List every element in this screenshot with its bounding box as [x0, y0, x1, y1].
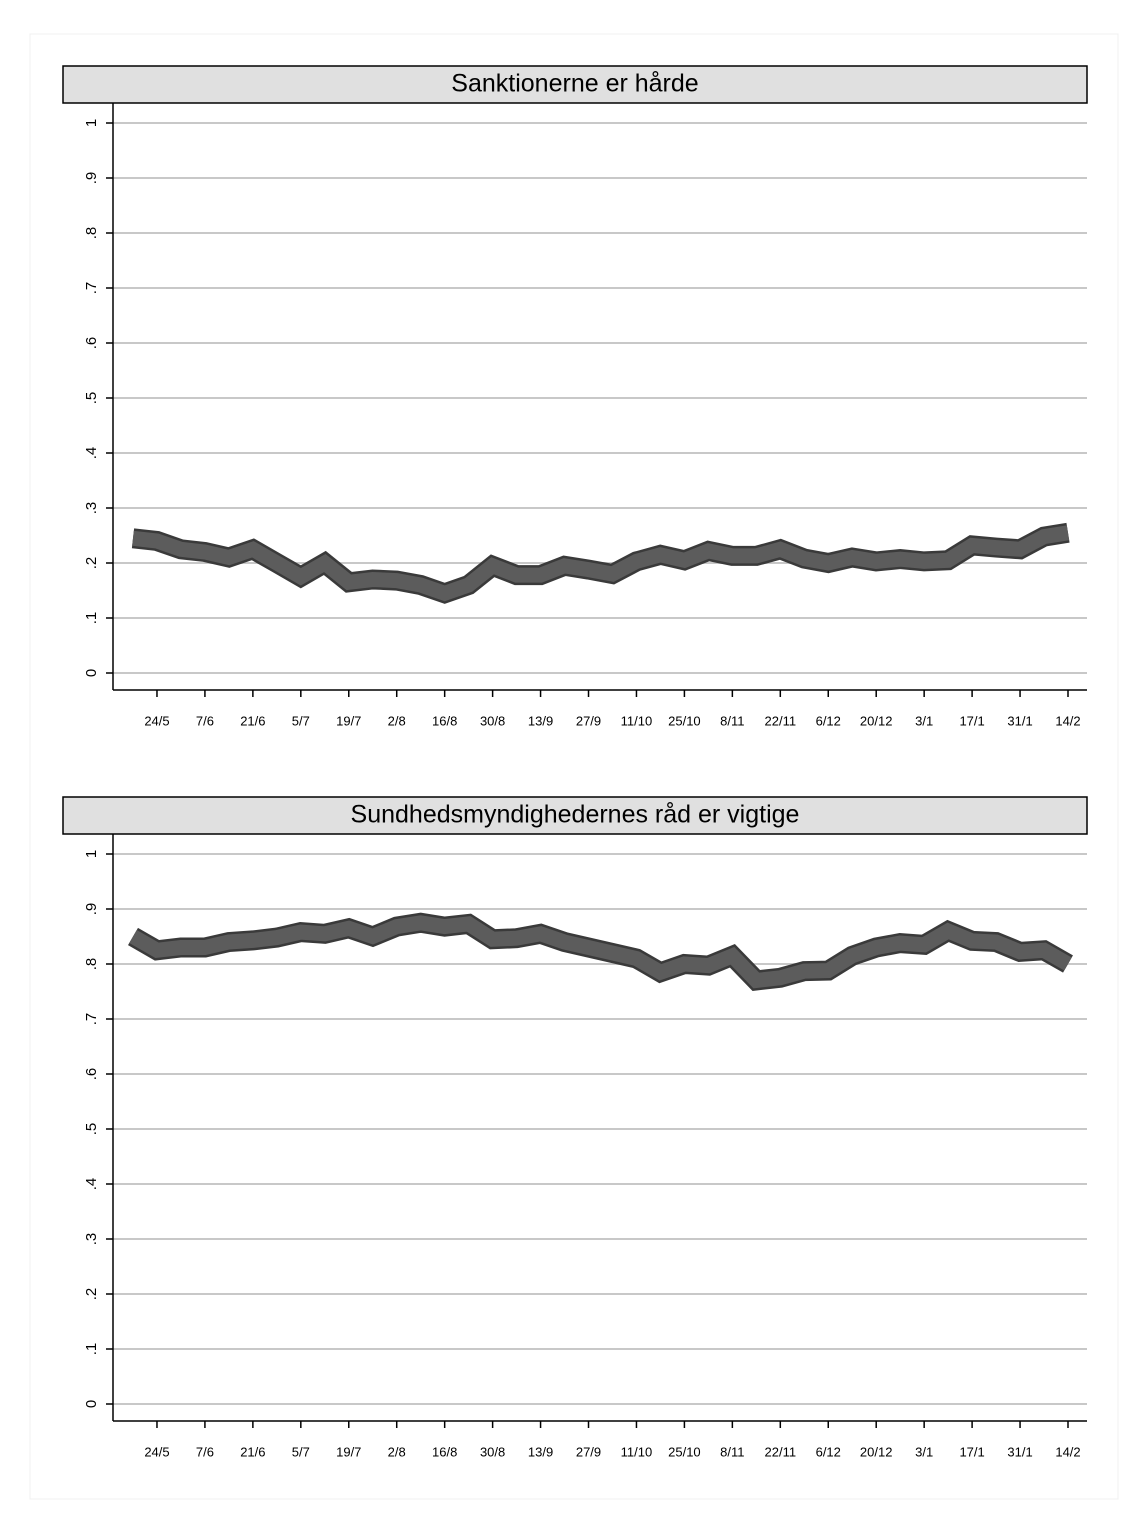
x-tick-label: 14/2 [1055, 713, 1080, 728]
x-tick-label: 31/1 [1007, 713, 1032, 728]
x-tick-label: 2/8 [388, 1444, 406, 1459]
title-box [62, 796, 1088, 835]
y-tick-label: .9 [83, 172, 100, 185]
y-tick-label: 1 [83, 119, 100, 127]
x-tick-label: 7/6 [196, 713, 214, 728]
y-tick-label: .5 [83, 392, 100, 405]
x-tick-label: 22/11 [765, 713, 797, 728]
x-tick-label: 5/7 [292, 713, 310, 728]
y-tick-label: .8 [83, 227, 100, 240]
x-tick-label: 2/8 [388, 713, 406, 728]
x-tick-label: 8/11 [720, 713, 744, 728]
x-tick-label: 24/5 [144, 713, 169, 728]
y-tick-label: .7 [83, 1013, 100, 1026]
x-tick-label: 17/1 [959, 713, 984, 728]
x-tick-label: 30/8 [480, 1444, 505, 1459]
y-tick-label: .3 [83, 1233, 100, 1246]
x-tick-label: 6/12 [816, 1444, 841, 1459]
chart-title: Sanktionerne er hårde [451, 70, 698, 98]
x-tick-label: 25/10 [668, 1444, 701, 1459]
y-tick-label: .7 [83, 282, 100, 295]
x-tick-label: 20/12 [860, 713, 893, 728]
y-tick-label: .4 [83, 447, 100, 460]
x-tick-label: 13/9 [528, 713, 553, 728]
x-tick-label: 8/11 [720, 1444, 744, 1459]
x-tick-label: 11/10 [621, 713, 653, 728]
title-box [62, 65, 1088, 104]
x-tick-label: 27/9 [576, 713, 601, 728]
x-tick-label: 21/6 [240, 713, 265, 728]
x-tick-label: 17/1 [959, 1444, 984, 1459]
y-tick-label: .2 [83, 557, 100, 570]
x-tick-label: 3/1 [915, 713, 933, 728]
chart-title: Sundhedsmyndighedernes råd er vigtige [351, 801, 800, 829]
x-tick-label: 16/8 [432, 713, 457, 728]
x-tick-label: 24/5 [144, 1444, 169, 1459]
y-tick-label: .4 [83, 1178, 100, 1191]
x-tick-label: 16/8 [432, 1444, 457, 1459]
y-tick-label: .9 [83, 903, 100, 916]
x-tick-label: 30/8 [480, 713, 505, 728]
y-tick-label: 1 [83, 850, 100, 858]
y-tick-label: .5 [83, 1123, 100, 1136]
x-tick-label: 14/2 [1055, 1444, 1080, 1459]
x-tick-label: 19/7 [336, 713, 361, 728]
x-tick-label: 6/12 [816, 713, 841, 728]
y-tick-label: .8 [83, 958, 100, 971]
x-tick-label: 3/1 [915, 1444, 933, 1459]
x-tick-label: 27/9 [576, 1444, 601, 1459]
frame [29, 33, 1119, 1500]
y-tick-label: .3 [83, 502, 100, 515]
x-tick-label: 25/10 [668, 713, 701, 728]
y-tick-label: 0 [83, 669, 100, 677]
x-tick-label: 7/6 [196, 1444, 214, 1459]
x-tick-label: 5/7 [292, 1444, 310, 1459]
x-tick-label: 22/11 [765, 1444, 797, 1459]
x-tick-label: 20/12 [860, 1444, 893, 1459]
x-tick-label: 13/9 [528, 1444, 553, 1459]
line [132, 525, 1070, 602]
line [129, 915, 1072, 989]
y-tick-label: .6 [83, 337, 100, 350]
y-tick-label: .6 [83, 1068, 100, 1081]
x-tick-label: 11/10 [621, 1444, 653, 1459]
y-tick-label: .1 [83, 1343, 100, 1356]
x-tick-label: 21/6 [240, 1444, 265, 1459]
y-tick-label: 0 [83, 1400, 100, 1408]
y-tick-label: .1 [83, 612, 100, 625]
x-tick-label: 19/7 [336, 1444, 361, 1459]
x-tick-label: 31/1 [1007, 1444, 1032, 1459]
y-tick-label: .2 [83, 1288, 100, 1301]
